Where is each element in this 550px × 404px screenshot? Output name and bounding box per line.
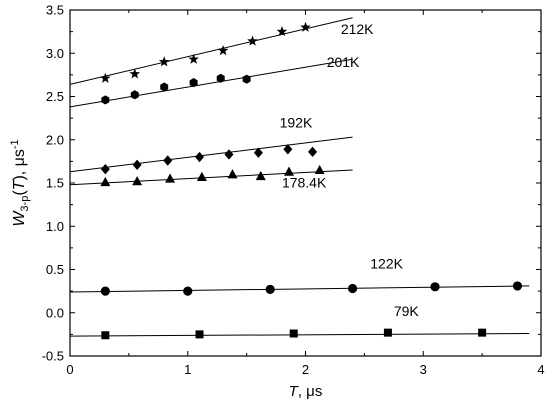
x-tick-label: 0 [66, 362, 73, 377]
data-point-79K [101, 331, 110, 340]
fit-line-178.4K [69, 169, 353, 186]
series-label-212K: 212K [341, 21, 374, 37]
y-tick-label: 2.0 [46, 132, 64, 147]
fit-line-122K [69, 285, 530, 293]
data-point-79K [383, 328, 392, 337]
x-tick-label: 4 [537, 362, 544, 377]
series-label-79K: 79K [394, 303, 420, 319]
fit-line-212K [69, 17, 353, 85]
fit-line-192K [69, 136, 353, 173]
data-point-212K [300, 21, 311, 32]
data-point-192K [195, 151, 205, 163]
data-point-212K [100, 72, 111, 83]
x-tick-label: 3 [420, 362, 427, 377]
y-axis-title: W3-p(T), μs-1 [9, 139, 31, 226]
y-tick-label: 0.0 [46, 305, 64, 320]
data-point-201K [242, 74, 251, 84]
data-point-212K [217, 45, 229, 56]
series-label-201K: 201K [327, 54, 360, 70]
data-point-192K [253, 147, 263, 158]
data-point-192K [163, 155, 173, 166]
x-tick-label: 2 [302, 362, 309, 377]
data-point-178.4K [314, 164, 325, 175]
data-point-178.4K [227, 169, 238, 179]
x-tick-label: 1 [184, 362, 191, 377]
x-axis-title: T, μs [289, 383, 323, 400]
y-tick-label: 1.0 [46, 219, 64, 234]
data-point-178.4K [196, 171, 207, 181]
fit-line-201K [69, 58, 353, 108]
y-tick-label: 3.5 [46, 3, 64, 18]
data-point-178.4K [165, 173, 176, 183]
y-tick-label: 2.5 [46, 89, 64, 104]
fit-line-79K [69, 333, 530, 337]
data-point-122K [512, 281, 523, 291]
data-point-201K [101, 95, 110, 105]
series-label-192K: 192K [280, 115, 313, 131]
data-point-178.4K [284, 166, 295, 176]
data-point-212K [188, 53, 199, 64]
data-point-212K [276, 26, 288, 37]
data-point-192K [100, 163, 110, 175]
data-point-192K [308, 146, 318, 158]
data-point-122K [430, 282, 440, 292]
data-point-79K [289, 329, 298, 338]
data-point-122K [183, 286, 193, 296]
data-point-201K [189, 78, 198, 88]
data-point-178.4K [132, 176, 143, 186]
y-tick-label: 0.5 [46, 262, 64, 277]
y-tick-label: 1.5 [46, 176, 64, 191]
data-point-122K [348, 283, 358, 294]
data-point-79K [195, 330, 204, 339]
data-point-212K [158, 56, 170, 67]
data-point-178.4K [100, 176, 111, 187]
data-point-192K [283, 144, 293, 155]
data-point-201K [216, 73, 225, 83]
y-tick-label: 3.0 [46, 46, 64, 61]
data-point-212K [129, 68, 141, 79]
data-point-122K [100, 286, 110, 296]
data-point-178.4K [255, 170, 266, 181]
data-point-212K [247, 35, 258, 46]
series-label-178.4K: 178.4K [282, 174, 327, 190]
data-point-192K [132, 159, 142, 171]
data-point-192K [224, 149, 234, 160]
data-point-201K [130, 90, 139, 100]
data-point-201K [160, 82, 169, 92]
data-point-122K [265, 284, 275, 294]
y-tick-label: -0.5 [42, 349, 64, 364]
series-label-122K: 122K [370, 256, 403, 272]
data-point-79K [478, 328, 487, 337]
